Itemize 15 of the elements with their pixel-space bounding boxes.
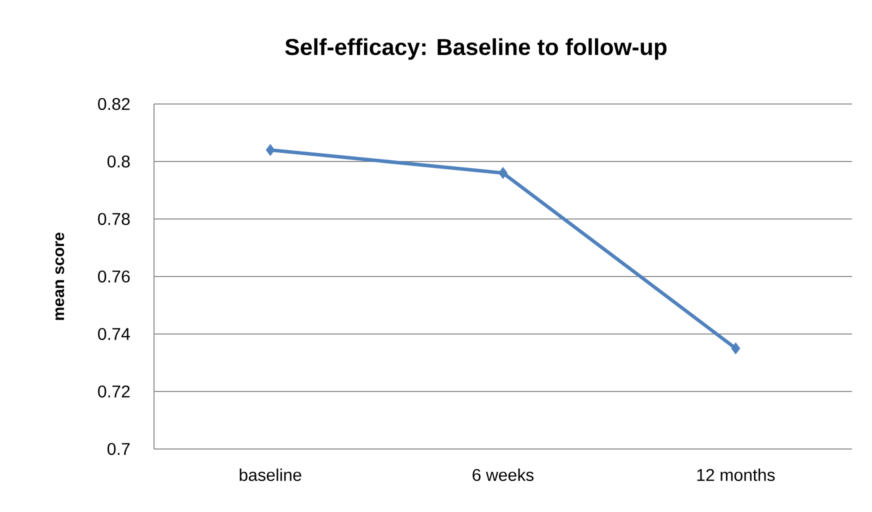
y-tick-label: 0.8	[107, 155, 130, 168]
x-tick-label: baseline	[240, 468, 302, 482]
y-tick-label: 0.78	[98, 212, 130, 226]
x-tick-label: 12 months	[697, 468, 775, 482]
chart-title: Self-efficacy: Baseline to follow-up	[285, 38, 667, 60]
y-tick-label: 0.74	[98, 328, 130, 340]
y-tick-label: 0.82	[98, 98, 130, 110]
point	[266, 144, 275, 156]
y-tick-label: 0.7	[107, 442, 130, 456]
y-tick-label: 0.72	[98, 385, 130, 398]
point	[731, 342, 740, 354]
y-tick-label: 0.76	[98, 270, 130, 283]
x-tick-label: 6 weeks	[472, 468, 534, 482]
y-axis-title: mean score	[55, 232, 64, 320]
point	[498, 166, 508, 180]
